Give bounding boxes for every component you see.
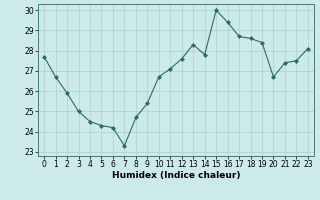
X-axis label: Humidex (Indice chaleur): Humidex (Indice chaleur) [112,171,240,180]
